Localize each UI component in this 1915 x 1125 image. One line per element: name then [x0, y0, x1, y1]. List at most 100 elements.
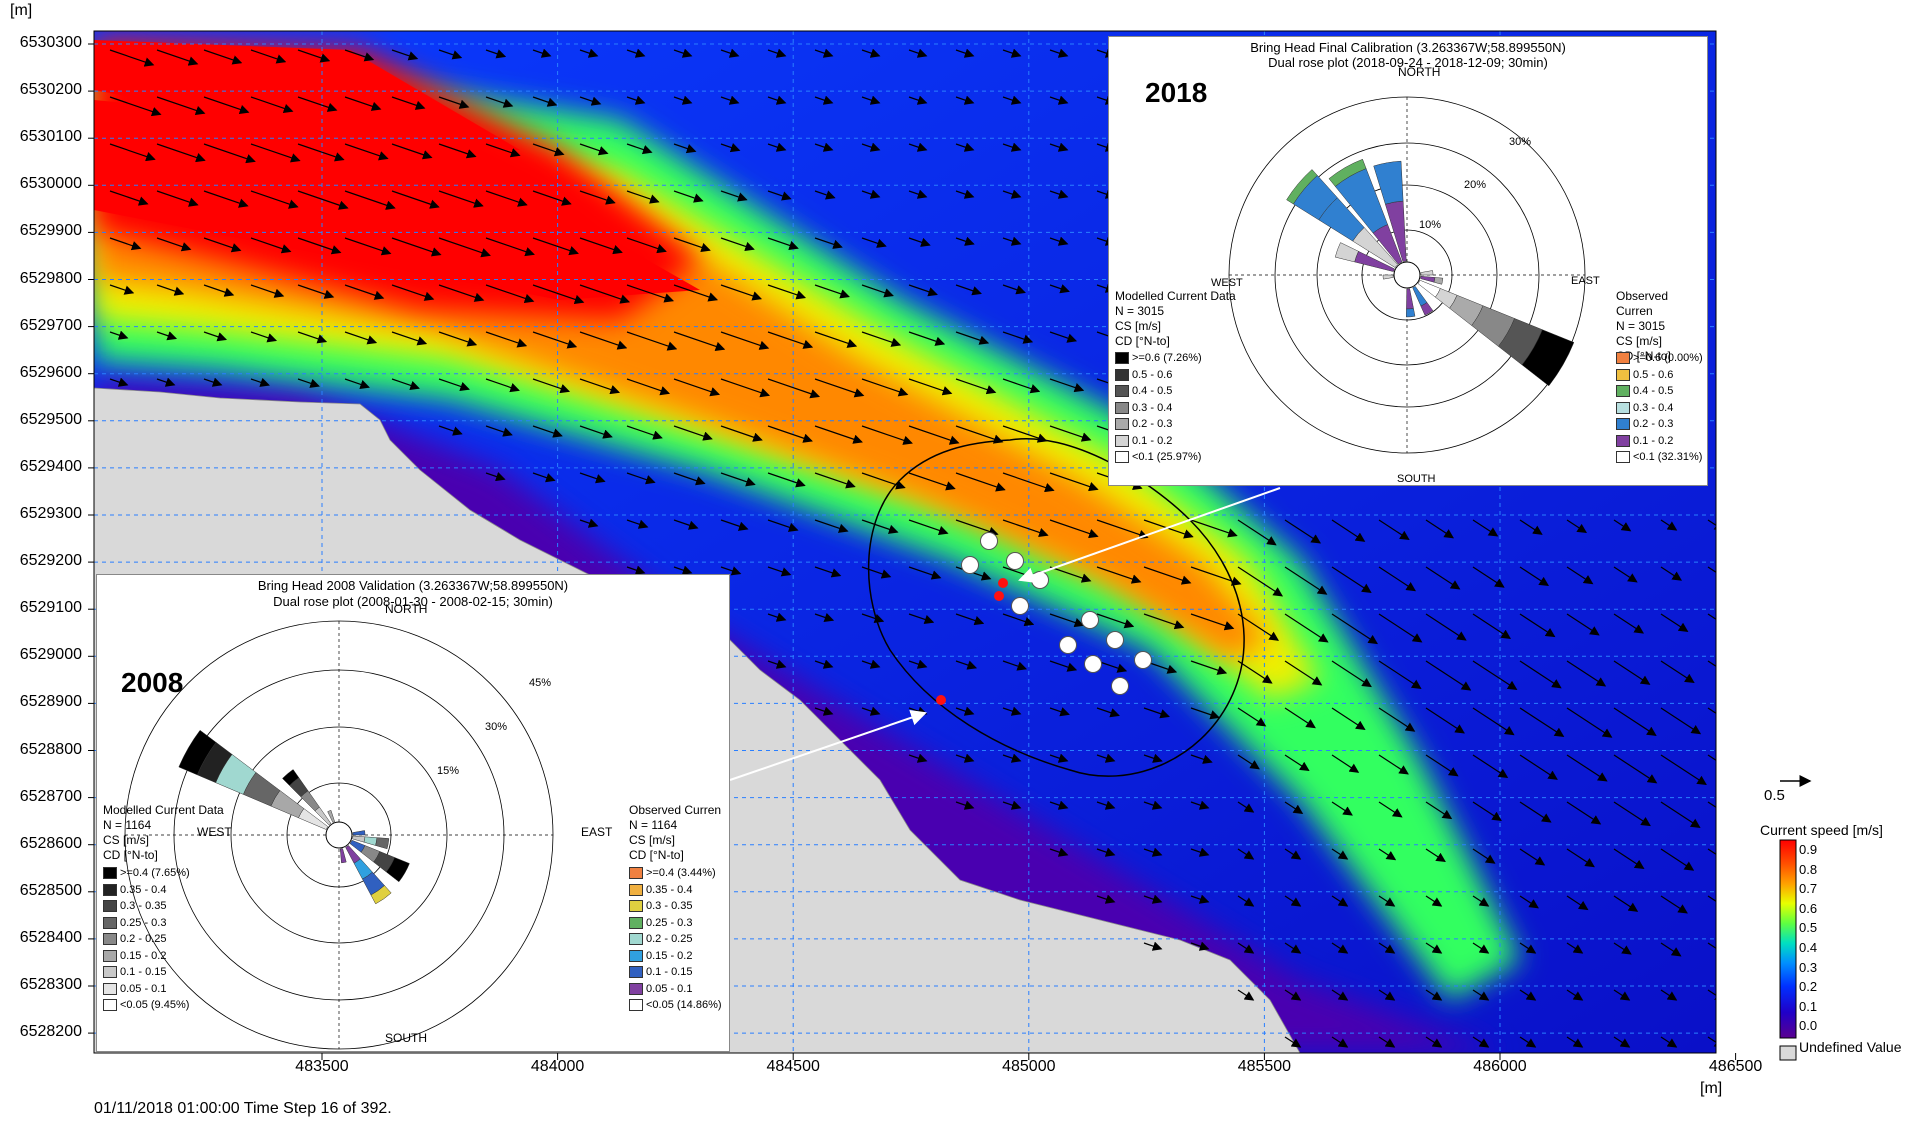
current-vector	[673, 237, 711, 253]
legend-text: >=0.4 (7.65%)	[120, 867, 190, 879]
rose-petal	[1328, 158, 1367, 187]
legend-swatch	[1115, 368, 1129, 381]
current-vector	[1237, 754, 1260, 770]
current-vector	[438, 237, 491, 258]
current-vector	[203, 284, 235, 297]
current-vector	[767, 566, 792, 577]
current-vector	[814, 566, 842, 578]
current-vector	[1002, 189, 1022, 199]
rose-petal	[375, 837, 390, 850]
legend-entry: 0.05 - 0.1	[103, 983, 166, 995]
undefined-swatch	[1779, 1045, 1797, 1061]
current-vector	[908, 142, 928, 152]
current-vector	[626, 519, 649, 529]
current-vector	[626, 565, 646, 575]
legend-entry: 0.5 - 0.6	[1616, 369, 1673, 381]
current-vector	[720, 425, 763, 442]
legend-swatch	[1616, 434, 1630, 447]
current-vector	[250, 237, 292, 254]
current-vector	[720, 519, 749, 531]
current-vector	[720, 48, 740, 58]
current-vector	[109, 49, 155, 67]
current-vector	[767, 190, 792, 201]
current-vector	[1519, 613, 1556, 638]
legend-text: 0.05 - 0.1	[120, 982, 167, 995]
current-vector	[1096, 753, 1116, 763]
rose-petal	[1420, 302, 1434, 316]
ring-label: 45%	[529, 677, 552, 689]
legend-swatch	[103, 867, 117, 880]
current-vector	[156, 237, 192, 252]
current-vector	[626, 378, 671, 396]
current-vector	[1378, 1036, 1396, 1048]
observed-cs: CS [m/s]	[1616, 334, 1663, 348]
current-vector	[767, 659, 787, 669]
current-vector	[1002, 142, 1022, 152]
current-vector	[814, 142, 834, 152]
y-tick-label: 6529700	[19, 316, 82, 334]
current-vector	[1190, 941, 1210, 951]
y-tick-label: 6528700	[19, 787, 82, 805]
current-vector	[955, 706, 975, 716]
modelled-cd: CD [°N-to]	[103, 848, 158, 862]
current-vector	[1425, 848, 1446, 863]
current-vector	[1566, 848, 1595, 868]
current-vector	[861, 613, 885, 624]
current-vector	[1472, 707, 1515, 736]
legend-level: 0.8	[1799, 861, 1818, 877]
current-vector	[1190, 613, 1235, 631]
current-vector	[1519, 801, 1552, 823]
current-vector	[344, 284, 385, 300]
legend-entry: 0.3 - 0.4	[1616, 402, 1673, 414]
current-vector	[203, 49, 243, 65]
legend-entry: 0.1 - 0.2	[1616, 435, 1673, 447]
current-vector	[250, 49, 287, 64]
current-vector	[673, 48, 693, 58]
current-vector	[1190, 754, 1213, 764]
current-vector	[1096, 566, 1142, 584]
current-vector	[1049, 800, 1069, 810]
y-tick-label: 6528500	[19, 881, 82, 899]
current-vector	[1049, 189, 1069, 199]
rose-petal	[385, 857, 410, 883]
current-vector	[203, 377, 223, 387]
current-vector	[1613, 660, 1651, 685]
current-vector	[1331, 801, 1353, 816]
legend-swatch	[103, 916, 117, 929]
y-tick-label: 6528300	[19, 976, 82, 993]
current-vector	[955, 660, 978, 670]
current-vector	[1472, 848, 1496, 864]
current-vector	[1660, 848, 1695, 871]
legend-entry: 0.1 - 0.15	[103, 966, 166, 979]
current-vector	[814, 612, 835, 623]
legend-entry: 0.3 - 0.35	[629, 900, 692, 913]
west-label: WEST	[197, 825, 232, 839]
current-vector	[485, 237, 535, 257]
current-vector	[908, 472, 956, 491]
legend-swatch	[103, 966, 117, 979]
north-label: NORTH	[385, 602, 428, 616]
current-vector	[1425, 754, 1459, 777]
current-vector	[626, 472, 656, 485]
current-vector	[485, 472, 506, 482]
undefined-label: Undefined Value	[1799, 1039, 1902, 1055]
current-vector	[1378, 660, 1422, 689]
current-vector	[1096, 613, 1135, 629]
current-vector	[391, 190, 440, 209]
current-vector	[767, 237, 799, 251]
legend-text: 0.5 - 0.6	[1633, 368, 1674, 381]
current-vector	[626, 190, 660, 204]
current-vector	[1096, 707, 1120, 718]
current-vector	[1237, 660, 1273, 684]
current-vector	[391, 331, 428, 346]
current-vector	[1143, 566, 1192, 585]
rose-petal	[1521, 329, 1575, 387]
current-vector	[861, 189, 881, 199]
current-vector	[720, 284, 763, 301]
current-vector	[626, 95, 646, 105]
current-vector	[532, 48, 552, 58]
ring-label: 30%	[485, 721, 508, 733]
legend-entry: >=0.4 (7.65%)	[103, 867, 190, 880]
current-vector	[156, 377, 176, 387]
current-vector	[297, 190, 349, 210]
